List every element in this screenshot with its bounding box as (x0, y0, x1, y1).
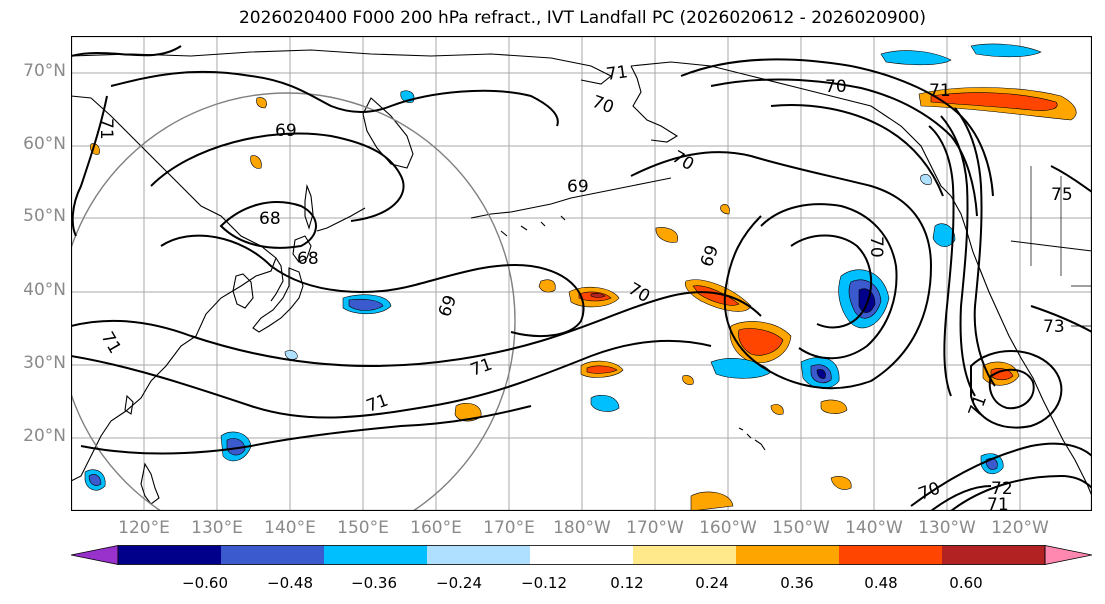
colorbar-segment (221, 545, 324, 565)
colorbar-extend-high (1044, 545, 1092, 565)
lat-label-40n: 40°N (23, 280, 66, 300)
contour-label: 69 (567, 177, 589, 197)
colorbar-segment (530, 545, 633, 565)
contour-label: 70 (825, 77, 847, 97)
contour-label: 72 (991, 479, 1013, 499)
lon-label-160w: 160°W (699, 518, 757, 538)
colorbar (71, 545, 1092, 565)
contour-label: 75 (1051, 185, 1073, 205)
contour-label: 71 (987, 495, 1009, 511)
lat-label-30n: 30°N (23, 353, 66, 373)
colorbar-tick-label: 0.36 (780, 574, 814, 592)
lon-label-140e: 140°E (264, 518, 316, 538)
colorbar-segment (324, 545, 427, 565)
colorbar-tick-label: −0.24 (436, 574, 482, 592)
map-title: 2026020400 F000 200 hPa refract., IVT La… (238, 8, 926, 28)
contour-label: 71 (96, 118, 116, 140)
contour-label: 70 (866, 236, 886, 258)
lon-label-170e: 170°E (483, 518, 535, 538)
lon-label-130w: 130°W (918, 518, 976, 538)
map-panel: 71 70 69 68 70 71 69 70 71 69 68 69 70 7… (71, 36, 1092, 511)
lat-label-70n: 70°N (23, 61, 66, 81)
colorbar-tick-label: 0.12 (610, 574, 644, 592)
lon-label-120e: 120°E (118, 518, 170, 538)
lat-label-60n: 60°N (23, 134, 66, 154)
lon-label-150e: 150°E (337, 518, 389, 538)
colorbar-tick-label: −0.36 (351, 574, 397, 592)
contour-label: 68 (297, 249, 319, 269)
contour-label: 68 (259, 209, 281, 229)
colorbar-frame (117, 545, 1046, 565)
colorbar-tick-label: 0.60 (949, 574, 983, 592)
coastlines (71, 49, 1092, 505)
colorbar-tick-label: −0.12 (521, 574, 567, 592)
contour-label: 71 (605, 62, 629, 85)
colorbar-tick-label: −0.48 (267, 574, 313, 592)
lon-label-160e: 160°E (410, 518, 462, 538)
refractivity-contours (71, 45, 1092, 511)
lat-label-20n: 20°N (23, 426, 66, 446)
lon-label-170w: 170°W (626, 518, 684, 538)
contour-label: 69 (275, 121, 297, 141)
lon-label-140w: 140°W (845, 518, 903, 538)
colorbar-tick-label: 0.48 (864, 574, 898, 592)
contour-label: 73 (1043, 317, 1065, 337)
lat-label-50n: 50°N (23, 206, 66, 226)
shaded-anomalies (84, 43, 1077, 511)
focus-circle (71, 92, 516, 511)
colorbar-segment (633, 545, 736, 565)
colorbar-extend-low (71, 545, 119, 565)
colorbar-segment (942, 545, 1045, 565)
lon-label-150w: 150°W (772, 518, 830, 538)
colorbar-tick-label: −0.60 (182, 574, 228, 592)
colorbar-tick-label: 0.24 (695, 574, 729, 592)
lon-label-120w: 120°W (991, 518, 1049, 538)
lon-label-180w: 180°W (553, 518, 611, 538)
colorbar-segment (839, 545, 942, 565)
colorbar-segment (118, 545, 221, 565)
lon-label-130e: 130°E (191, 518, 243, 538)
contour-label: 71 (929, 81, 951, 101)
colorbar-segment (736, 545, 839, 565)
colorbar-segment (427, 545, 530, 565)
